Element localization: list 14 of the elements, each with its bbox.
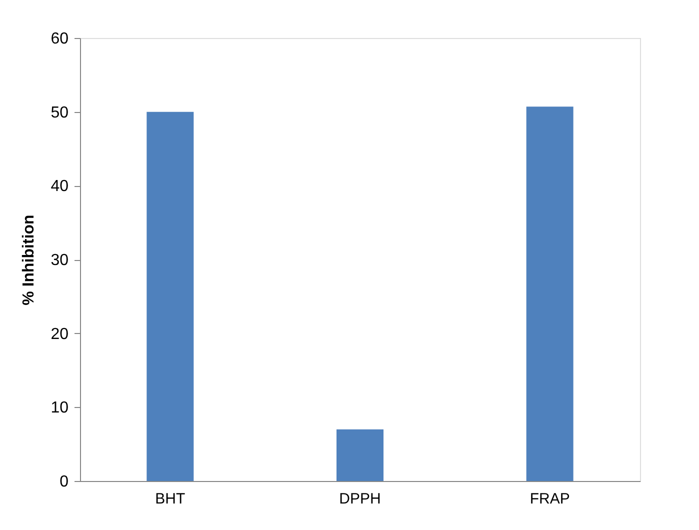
y-tick-label: 40 [50, 178, 69, 196]
bar [526, 106, 574, 481]
y-axis-title: % Inhibition [20, 214, 38, 306]
y-tick-label: 10 [50, 400, 69, 417]
x-tick-label: DPPH [339, 490, 381, 508]
y-tick-label: 20 [50, 326, 69, 343]
y-tick-label: 60 [50, 30, 69, 48]
x-tick-label: BHT [155, 490, 186, 508]
y-tick-label: 50 [50, 104, 69, 122]
y-tick-label: 0 [60, 474, 69, 490]
x-tick-label: FRAP [530, 490, 570, 508]
bar [336, 429, 384, 481]
bar [146, 112, 194, 481]
y-tick-label: 30 [50, 252, 69, 269]
